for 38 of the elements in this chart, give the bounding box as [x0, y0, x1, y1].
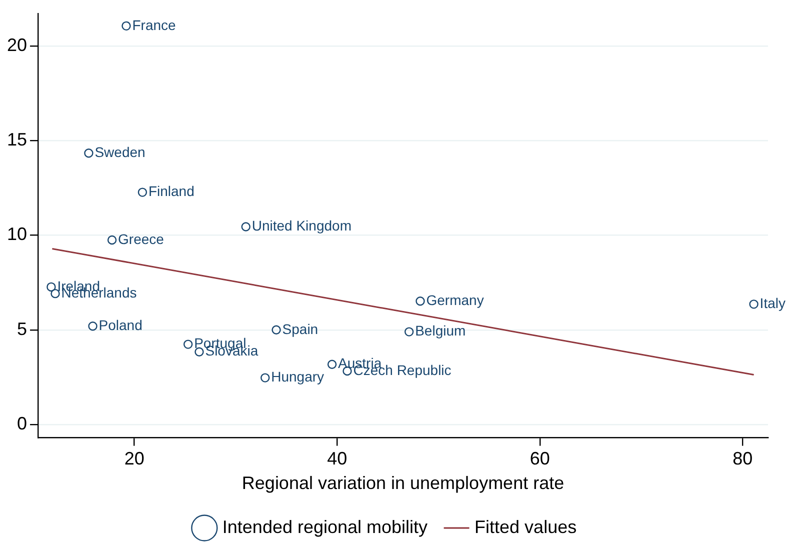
annotation: Hungary [271, 368, 324, 385]
point [107, 235, 117, 245]
point [272, 325, 281, 335]
annotation: Sweden [94, 144, 146, 160]
point [404, 327, 414, 336]
annotation: Spain [282, 320, 318, 337]
point [46, 282, 56, 292]
annotation: Greece [118, 230, 164, 247]
annotation: Germany [426, 292, 484, 308]
x-tick-label: 80 [732, 448, 753, 469]
point [138, 188, 148, 197]
point [327, 360, 337, 369]
point [241, 222, 250, 232]
point [50, 288, 60, 298]
x-tick-label: 20 [124, 448, 144, 469]
y-tick-label: 10 [6, 224, 28, 244]
legend-label: Fitted values [474, 516, 577, 537]
annotation: France [132, 16, 176, 33]
x-axis-title: Regional variation in unemployment rate [242, 473, 564, 494]
point [122, 21, 131, 31]
x-tick-label: 40 [327, 448, 348, 469]
y-tick-label: 5 [17, 318, 28, 339]
y-tick-label: 20 [6, 34, 28, 55]
annotation: Finland [148, 183, 194, 200]
y-tick-label: 15 [6, 130, 28, 150]
point [84, 148, 94, 158]
legend-label: Intended regional mobility [222, 516, 428, 537]
point [88, 322, 98, 331]
point [260, 373, 270, 382]
annotation: Poland [98, 316, 142, 333]
annotation: Belgium [415, 322, 466, 339]
x-tick-label: 60 [530, 448, 550, 469]
point [416, 296, 425, 306]
point [183, 340, 193, 349]
annotation: United Kingdom [252, 218, 352, 234]
point [749, 300, 758, 309]
annotation: Italy [760, 295, 786, 312]
y-tick-label: 0 [17, 414, 28, 434]
